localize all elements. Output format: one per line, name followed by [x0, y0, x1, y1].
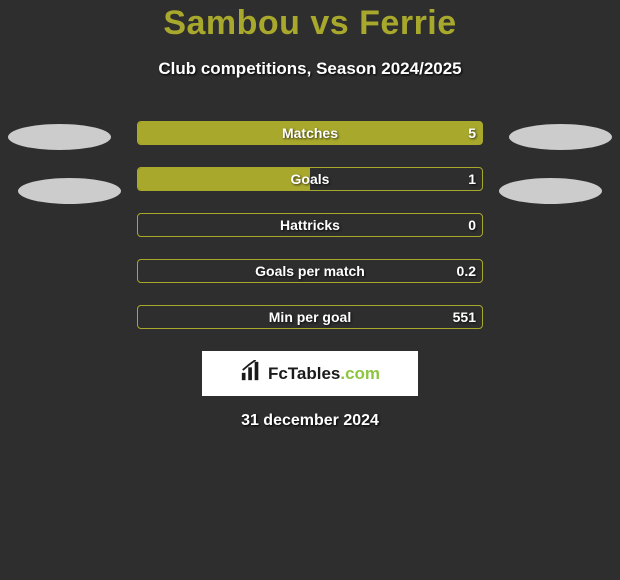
- brand-suffix: .com: [340, 364, 380, 383]
- stat-bar: Min per goal551: [137, 305, 483, 329]
- stat-bar: Goals per match0.2: [137, 259, 483, 283]
- player-right-photo-top: [509, 124, 612, 150]
- stat-bar-value: 551: [453, 306, 476, 328]
- brand-box[interactable]: FcTables.com: [202, 351, 418, 396]
- player-right-photo-bottom: [499, 178, 602, 204]
- stat-bar-label: Goals: [138, 168, 482, 190]
- stat-bar-label: Hattricks: [138, 214, 482, 236]
- stat-bar: Hattricks0: [137, 213, 483, 237]
- brand-text: FcTables.com: [268, 364, 380, 384]
- stat-bar-value: 0.2: [457, 260, 476, 282]
- stat-bar: Goals1: [137, 167, 483, 191]
- stat-bar-label: Min per goal: [138, 306, 482, 328]
- stats-chart: Matches5Goals1Hattricks0Goals per match0…: [137, 121, 483, 329]
- player-left-photo-top: [8, 124, 111, 150]
- bar-chart-icon: [240, 360, 262, 387]
- stat-bar-value: 1: [468, 168, 476, 190]
- stat-bar-value: 5: [468, 122, 476, 144]
- page-title: Sambou vs Ferrie: [0, 0, 620, 43]
- stat-bar: Matches5: [137, 121, 483, 145]
- subtitle: Club competitions, Season 2024/2025: [0, 59, 620, 79]
- brand-prefix: FcTables: [268, 364, 340, 383]
- stat-bar-label: Goals per match: [138, 260, 482, 282]
- stat-bar-value: 0: [468, 214, 476, 236]
- footer-date: 31 december 2024: [0, 412, 620, 430]
- player-left-photo-bottom: [18, 178, 121, 204]
- stat-bar-label: Matches: [138, 122, 482, 144]
